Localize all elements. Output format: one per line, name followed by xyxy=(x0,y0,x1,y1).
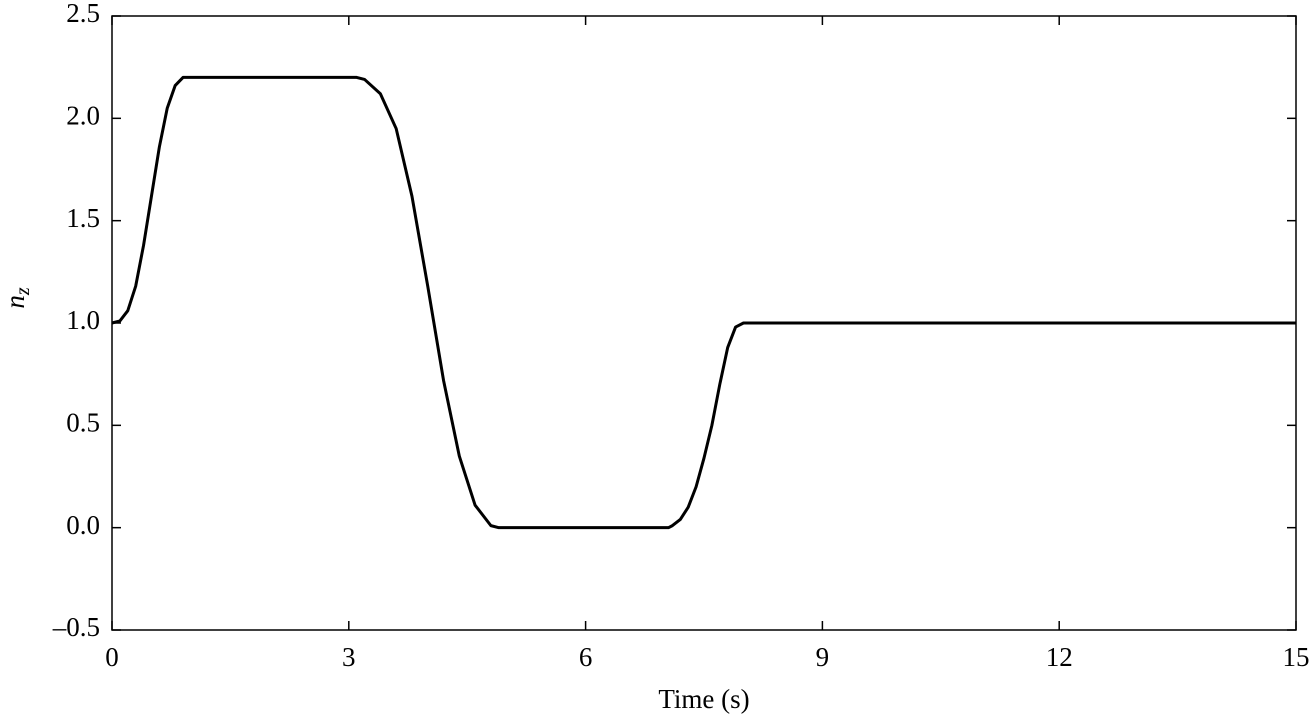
x-tick-label: 12 xyxy=(1046,642,1073,672)
y-tick-label: 0.0 xyxy=(66,510,100,540)
x-tick-label: 15 xyxy=(1283,642,1310,672)
x-tick-label: 6 xyxy=(579,642,593,672)
x-tick-label: 0 xyxy=(105,642,119,672)
x-tick-label: 9 xyxy=(816,642,830,672)
y-axis-label-sub: z xyxy=(12,287,34,296)
x-tick-label: 3 xyxy=(342,642,356,672)
y-tick-label: 2.5 xyxy=(66,0,100,28)
data-line xyxy=(111,75,1296,530)
y-tick-label: –0.5 xyxy=(52,612,100,642)
y-axis-label: nz xyxy=(0,287,33,309)
y-axis-label-main: n xyxy=(0,295,30,309)
x-axis-label: Time (s) xyxy=(658,684,749,714)
y-tick-label: 1.5 xyxy=(66,203,100,233)
y-tick-label: 0.5 xyxy=(66,408,100,438)
y-tick-label: 2.0 xyxy=(66,101,100,131)
y-tick-label: 1.0 xyxy=(66,305,100,335)
